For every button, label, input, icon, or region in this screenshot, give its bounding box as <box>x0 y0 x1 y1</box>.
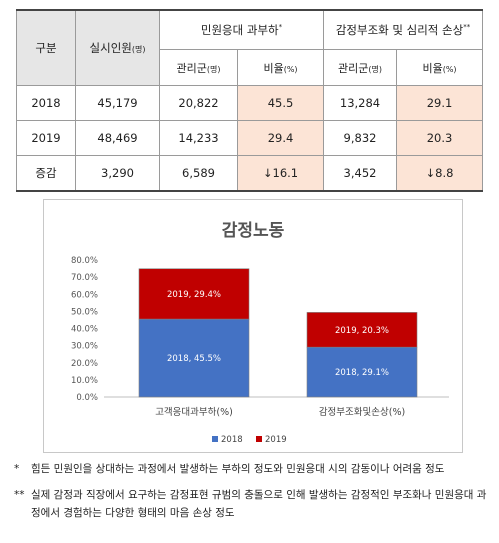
table-row: 2018 45,179 20,822 45.5 13,284 29.1 <box>16 85 484 121</box>
y-tick-label: 0.0% <box>76 393 98 403</box>
chart-legend: 2018 2019 <box>212 435 287 445</box>
bar-data-label: 2018, 45.5% <box>167 354 221 364</box>
x-tick-label: 고객응대과부하(%) <box>155 406 233 418</box>
footnotes: * 힘든 민원인을 상대하는 과정에서 발생하는 부하의 정도와 민원응대 시의… <box>14 460 494 522</box>
stacked-bar-chart: 감정노동 0.0% 10.0% 20.0% 30.0% 40.0% 50.0% 60.0% 7… <box>71 221 449 445</box>
cell-staff: 45,179 <box>75 85 160 121</box>
cell-managed: 13,284 <box>323 85 397 121</box>
bar-data-label: 2018, 29.1% <box>335 368 389 378</box>
header-managed: 관리군(명) <box>159 49 238 86</box>
footnote-text: 실제 감정과 직장에서 요구하는 감정표현 규범의 충돌으로 인해 발생하는 감… <box>31 489 487 519</box>
y-tick-label: 70.0% <box>71 273 98 283</box>
cell-ratio: 45.5 <box>237 85 324 121</box>
y-tick-label: 10.0% <box>71 376 98 386</box>
bar-segment-2018 <box>138 318 250 398</box>
header-category: 구분 <box>16 9 76 86</box>
header-managed: 관리군(명) <box>323 49 397 86</box>
bar-data-label: 2019, 29.4% <box>167 290 221 300</box>
x-tick-label: 감정부조화및손상(%) <box>319 406 405 418</box>
cell-managed: 20,822 <box>159 85 238 121</box>
footnote-mark: * <box>14 463 20 475</box>
row-label: 2018 <box>16 85 76 121</box>
y-tick-label: 50.0% <box>71 307 98 317</box>
y-tick-label: 40.0% <box>71 325 98 335</box>
cell-ratio: ↓8.8 <box>395 155 484 192</box>
cell-staff: 48,469 <box>75 120 160 156</box>
legend-swatch <box>256 436 262 442</box>
legend-label: 2018 <box>221 435 243 445</box>
row-label: 2019 <box>16 120 76 156</box>
stats-table: 구분 실시인원(명) 민원응대 과부하* 감정부조화 및 심리적 손상** 관리… <box>16 9 484 192</box>
bar-segment-2018 <box>306 346 418 398</box>
bar-series-group: 2018, 45.5% 2019, 29.4% 2018, 29.1% 2019, 2… <box>138 268 418 398</box>
stats-table-container: 구분 실시인원(명) 민원응대 과부하* 감정부조화 및 심리적 손상** 관리… <box>16 9 484 192</box>
header-staff: 실시인원(명) <box>75 9 160 86</box>
footnote-text: 힘든 민원인을 상대하는 과정에서 발생하는 부하의 정도와 민원응대 시의 감… <box>31 463 445 475</box>
cell-ratio: 20.3 <box>395 120 484 156</box>
y-tick-label: 60.0% <box>71 290 98 300</box>
cell-managed: 9,832 <box>323 120 397 156</box>
table-header-row: 구분 실시인원(명) 민원응대 과부하* 감정부조화 및 심리적 손상** <box>16 9 484 86</box>
cell-ratio: 29.1 <box>395 85 484 121</box>
header-ratio: 비율(%) <box>237 49 324 86</box>
y-tick-label: 30.0% <box>71 342 98 352</box>
bar-data-label: 2019, 20.3% <box>335 326 389 336</box>
header-ratio: 비율(%) <box>395 49 484 86</box>
header-group-dissonance: 감정부조화 및 심리적 손상** <box>322 9 484 50</box>
legend-swatch <box>212 436 218 442</box>
chart-panel: 감정노동 0.0% 10.0% 20.0% 30.0% 40.0% 50.0% 60.0% 7… <box>43 199 463 453</box>
footnote-mark: ** <box>14 489 25 501</box>
bar-segment-2019 <box>306 312 418 348</box>
legend-label: 2019 <box>265 435 287 445</box>
cell-managed: 3,452 <box>323 155 397 192</box>
footnote: * 힘든 민원인을 상대하는 과정에서 발생하는 부하의 정도와 민원응대 시의… <box>14 460 494 478</box>
table-row: 2019 48,469 14,233 29.4 9,832 20.3 <box>16 120 484 156</box>
x-axis: 고객응대과부하(%) 감정부조화및손상(%) <box>155 406 405 418</box>
row-label: 증감 <box>16 155 76 192</box>
cell-staff: 3,290 <box>75 155 160 192</box>
header-group-overload: 민원응대 과부하* <box>159 9 324 50</box>
chart-title: 감정노동 <box>222 221 285 241</box>
y-tick-label: 20.0% <box>71 359 98 369</box>
table-row: 증감 3,290 6,589 ↓16.1 3,452 ↓8.8 <box>16 155 484 192</box>
bar-segment-2019 <box>138 268 250 320</box>
cell-ratio: ↓16.1 <box>237 155 324 192</box>
y-tick-label: 80.0% <box>71 256 98 266</box>
cell-managed: 14,233 <box>159 120 238 156</box>
cell-managed: 6,589 <box>159 155 238 192</box>
footnote: ** 실제 감정과 직장에서 요구하는 감정표현 규범의 충돌으로 인해 발생하… <box>14 486 494 522</box>
cell-ratio: 29.4 <box>237 120 324 156</box>
